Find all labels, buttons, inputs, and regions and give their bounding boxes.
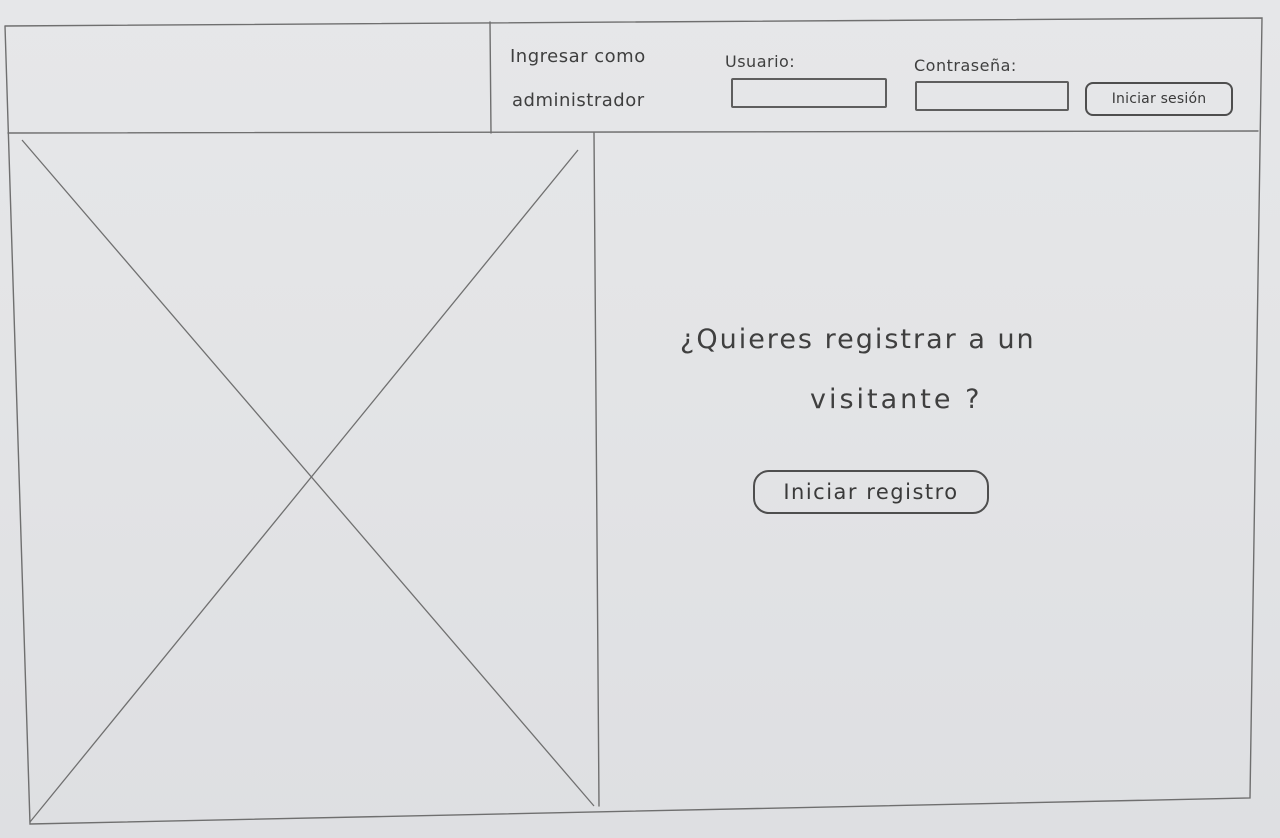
- password-label: Contraseña:: [914, 56, 1017, 75]
- main-vertical-divider: [593, 132, 600, 807]
- admin-title-line2: administrador: [512, 90, 645, 111]
- password-input[interactable]: [915, 81, 1069, 111]
- admin-title-line1: Ingresar como: [510, 46, 646, 67]
- image-placeholder-cross-line-b: [29, 149, 579, 823]
- header-divider: [7, 130, 1259, 134]
- outer-frame-border: [4, 17, 1263, 825]
- register-question-line1: ¿Quieres registrar a un: [680, 324, 1036, 355]
- image-placeholder-cross-line-a: [21, 139, 595, 807]
- login-button[interactable]: Iniciar sesión: [1085, 82, 1233, 116]
- header-vertical-divider: [489, 21, 492, 134]
- register-question-line2: visitante ?: [810, 384, 983, 415]
- user-label: Usuario:: [725, 52, 796, 71]
- start-registration-button[interactable]: Iniciar registro: [753, 470, 989, 514]
- user-input[interactable]: [731, 78, 887, 108]
